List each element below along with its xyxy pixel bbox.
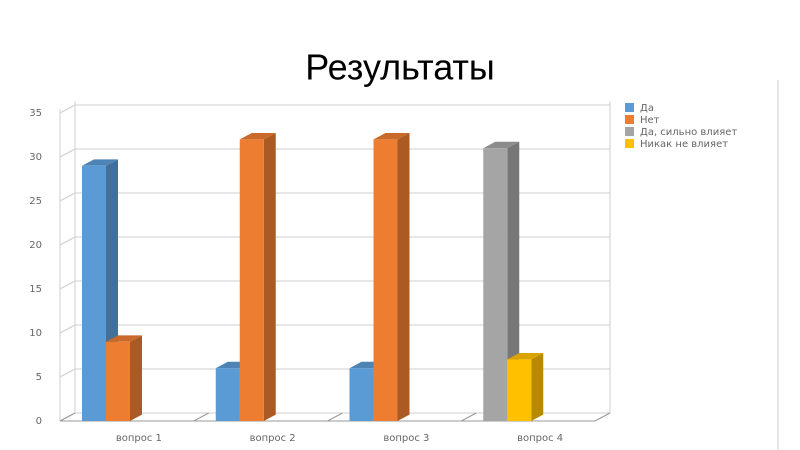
legend-swatch [625,139,634,148]
grid-line-side [59,192,76,202]
bar [483,148,508,421]
bar [507,359,532,421]
chart-title: Результаты [305,47,495,88]
x-tick-label: вопрос 2 [250,433,296,444]
bar [373,139,398,421]
y-tick-label: 25 [29,196,42,207]
legend-swatch [625,103,634,112]
y-tick-label: 10 [29,328,42,339]
y-tick-label: 15 [29,284,42,295]
bar-side [507,141,520,422]
floor-divider [461,412,477,422]
bar-top [507,353,544,360]
bar-top [483,141,520,149]
bar [106,341,130,421]
grid-line-side [59,148,76,158]
x-tick-label: вопрос 3 [383,433,429,444]
bar [82,165,106,421]
grid-line-side [59,324,76,334]
y-tick-label: 0 [36,416,42,427]
y-tick-label: 20 [29,240,42,251]
grid-line-side [59,236,76,246]
floor-divider [59,412,76,422]
legend-label: Нет [640,115,660,126]
legend-label: Никак не влияет [640,139,728,150]
y-tick-label: 30 [29,152,42,163]
bar [349,368,374,421]
bar-side [263,133,276,421]
bar [215,368,240,421]
legend-label: Да, сильно влияет [640,127,737,138]
bar-side [531,353,544,421]
bar-top [82,159,118,166]
legend-swatch [625,115,634,124]
bar-top [106,335,142,342]
legend-swatch [625,127,634,136]
floor-divider [594,412,611,422]
grid-line-side [59,368,76,378]
grid-line-side [59,104,76,114]
y-tick-label: 35 [29,108,42,119]
bar-top [239,133,276,140]
bar-side [130,335,142,421]
bar-side [397,133,410,421]
x-tick-label: вопрос 4 [517,433,563,444]
legend-label: Да [640,103,654,114]
bar-top [373,133,410,140]
x-tick-label: вопрос 1 [116,433,162,444]
y-tick-label: 5 [36,372,42,383]
floor-divider [327,412,343,422]
bar [239,139,264,421]
grid-line-side [59,280,76,290]
floor-divider [193,412,209,422]
